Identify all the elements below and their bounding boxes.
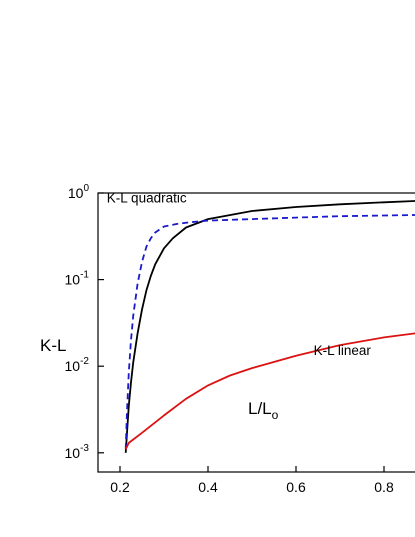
y-tick-label-exponent: -2 bbox=[80, 356, 89, 367]
y-tick-label-base: 10 bbox=[65, 445, 81, 461]
y-tick-label-base: 10 bbox=[68, 185, 84, 201]
x-tick-label: 0.4 bbox=[198, 479, 218, 495]
y-axis-title: K-L bbox=[40, 336, 66, 355]
y-tick-label-base: 10 bbox=[65, 272, 81, 288]
y-tick-label-base: 10 bbox=[65, 358, 81, 374]
annotation-label: K-L linear bbox=[314, 343, 372, 358]
plot-frame bbox=[97, 192, 415, 473]
y-tick-label-exponent: 0 bbox=[83, 183, 89, 194]
y-tick-label-exponent: -3 bbox=[80, 443, 89, 454]
x-tick-label: 0.8 bbox=[374, 479, 394, 495]
x-axis-title-main: L/L bbox=[248, 399, 272, 418]
y-tick-label: 100 bbox=[68, 183, 90, 201]
x-axis-ticks: 0.2 0.4 0.6 0.8 bbox=[110, 466, 394, 495]
annotations: K-L quadratic K-L linear bbox=[107, 190, 372, 358]
x-axis-title: L/Lo bbox=[248, 399, 279, 422]
series-layer bbox=[124, 200, 415, 453]
x-tick-label: 0.2 bbox=[110, 479, 130, 495]
series-line-1 bbox=[124, 200, 415, 453]
y-tick-label: 10-3 bbox=[65, 443, 90, 461]
y-tick-label: 10-1 bbox=[65, 270, 90, 288]
x-tick-label: 0.6 bbox=[286, 479, 306, 495]
series-line-3 bbox=[124, 332, 415, 450]
y-tick-label: 10-2 bbox=[65, 356, 90, 374]
x-axis-title-subscript: o bbox=[272, 408, 279, 422]
annotation-label: K-L quadratic bbox=[107, 190, 187, 205]
y-tick-label-exponent: -1 bbox=[80, 270, 89, 281]
series-line-2 bbox=[124, 214, 415, 450]
